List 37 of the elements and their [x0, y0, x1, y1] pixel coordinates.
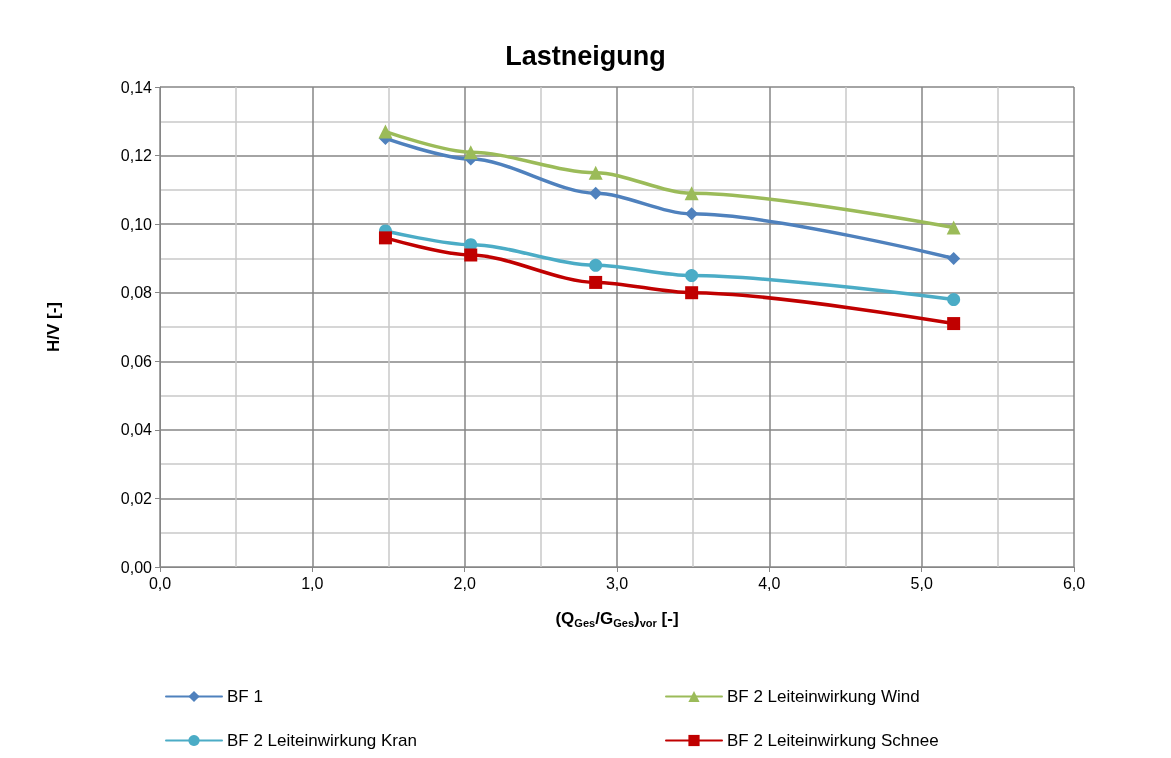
legend-label: BF 2 Leiteinwirkung Wind: [727, 687, 920, 706]
x-tick-label: 5,0: [910, 574, 933, 592]
y-tick-label: 0,10: [120, 215, 153, 233]
point: [378, 124, 393, 139]
x-tick-label: 2,0: [453, 574, 476, 592]
chart-title: Lastneigung: [505, 40, 666, 71]
point: [685, 207, 699, 221]
point: [378, 231, 392, 245]
x-tick-label: 6,0: [1062, 574, 1086, 592]
point: [589, 186, 603, 200]
point: [589, 258, 603, 272]
point: [946, 220, 961, 235]
point: [685, 269, 699, 283]
point: [589, 275, 603, 289]
y-tick-label: 0,00: [120, 558, 153, 576]
point: [684, 186, 699, 201]
x-tick-label: 1,0: [301, 574, 324, 592]
point: [947, 251, 961, 265]
point: [947, 293, 961, 307]
x-tick-label: 0,0: [148, 574, 172, 592]
x-tick-label: 4,0: [758, 574, 781, 592]
legend-label: BF 1: [227, 687, 263, 706]
y-tick-label: 0,08: [120, 284, 153, 302]
point: [947, 317, 961, 331]
legend-label: BF 2 Leiteinwirkung Schnee: [727, 731, 939, 750]
x-tick-label: 3,0: [605, 574, 629, 592]
point: [588, 165, 603, 180]
y-tick-label: 0,04: [120, 421, 153, 439]
y-tick-label: 0,14: [120, 78, 153, 96]
y-tick-label: 0,02: [120, 489, 153, 507]
y-tick-label: 0,06: [120, 352, 153, 370]
y-axis-title: H/V [-]: [44, 301, 63, 353]
point: [464, 248, 478, 262]
legend-label: BF 2 Leiteinwirkung Kran: [227, 731, 417, 750]
point: [685, 286, 699, 300]
point: [463, 145, 478, 160]
y-tick-label: 0,12: [120, 147, 153, 165]
